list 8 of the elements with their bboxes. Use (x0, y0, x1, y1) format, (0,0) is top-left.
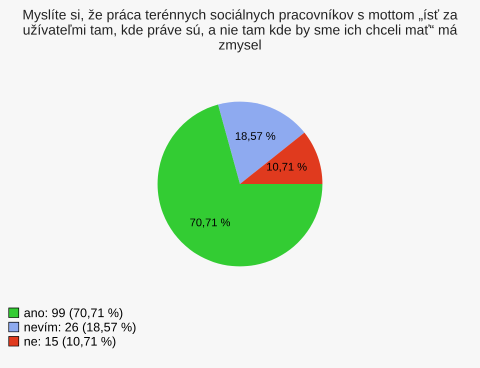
pie-slice (158, 104, 322, 266)
legend-label: ne: 15 (10,71 %) (24, 336, 116, 348)
chart-title: Myslíte si, že práca terénnych sociálnych pracovníkov s mottom „ísť za užívateľmi tam, kde práve sú, a nie tam kde by sme ich chceli mať“ má zmysel (24, 9, 458, 52)
data-label: 18,57 % (236, 132, 276, 142)
data-label: 10,71 % (267, 162, 307, 172)
legend-label: ano: 99 (70,71 %) (24, 308, 122, 320)
legend-label: nevím: 26 (18,57 %) (24, 322, 136, 334)
data-label: 70,71 % (190, 218, 230, 228)
